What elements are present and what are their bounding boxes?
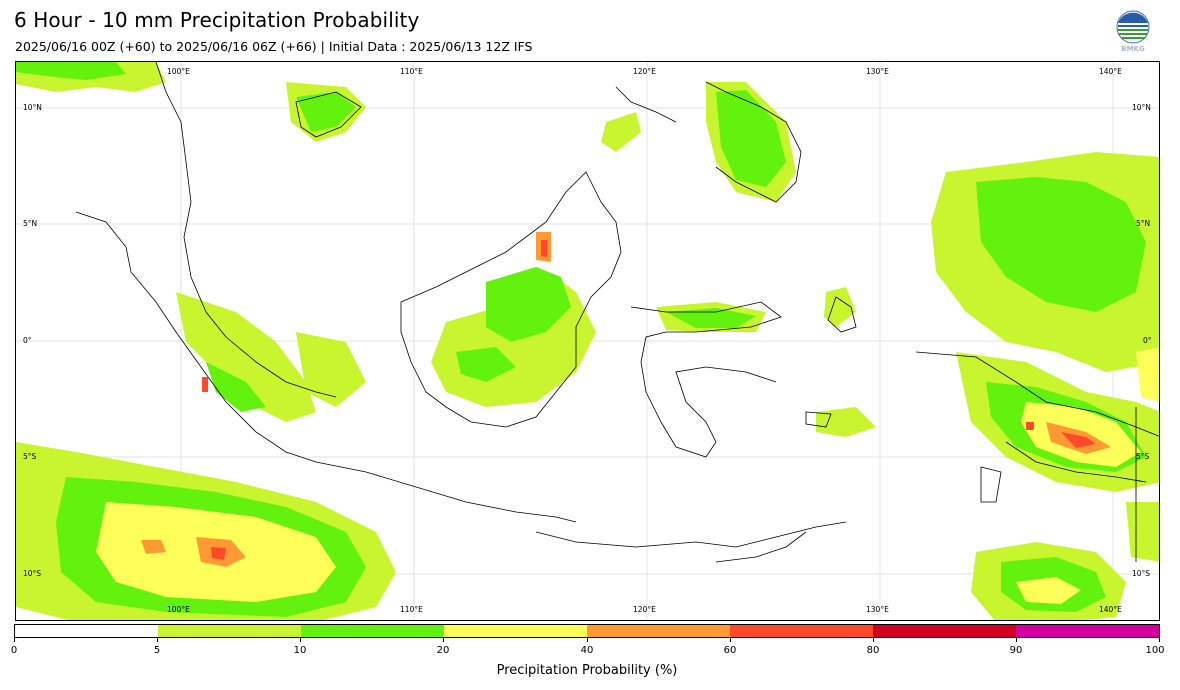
lon-label-top: 130°E: [866, 67, 889, 76]
colorbar-segment: [873, 625, 1016, 637]
lon-label-top: 110°E: [400, 67, 423, 76]
lon-label-bottom: 100°E: [167, 605, 190, 614]
map-panel[interactable]: 100°E 110°E 120°E 130°E 140°E 100°E 110°…: [15, 61, 1160, 621]
lon-label-bottom: 140°E: [1099, 605, 1122, 614]
colorbar-segment: [301, 625, 444, 637]
colorbar-tick: [1016, 638, 1017, 642]
colorbar-segment: [730, 625, 873, 637]
colorbar-tick: [730, 638, 731, 642]
lon-label-top: 100°E: [167, 67, 190, 76]
page-title: 6 Hour - 10 mm Precipitation Probability: [14, 8, 420, 32]
colorbar-tick: [443, 638, 444, 642]
lat-label-right: 5°S: [1136, 452, 1150, 461]
colorbar-segment: [1016, 625, 1159, 637]
colorbar-segment: [15, 625, 158, 637]
bmkg-globe-icon: [1116, 10, 1150, 44]
lon-label-bottom: 120°E: [633, 605, 656, 614]
lat-label-right: 10°S: [1132, 569, 1151, 578]
colorbar-tick-label: 10: [293, 645, 307, 656]
lon-label-top: 120°E: [633, 67, 656, 76]
lat-label-right: 5°N: [1136, 219, 1151, 228]
lat-label-left: 0°: [23, 336, 32, 345]
colorbar-segment: [587, 625, 730, 637]
colorbar-segment: [444, 625, 587, 637]
colorbar-tick: [300, 638, 301, 642]
bmkg-logo: BMKG: [1114, 10, 1152, 56]
colorbar-tick: [1159, 638, 1160, 642]
colorbar-segment: [158, 625, 301, 637]
colorbar-tick-label: 0: [10, 645, 18, 656]
colorbar-tick-label: 40: [580, 645, 594, 656]
coastlines: [75, 62, 1159, 563]
lat-label-left: 5°N: [23, 219, 38, 228]
lon-label-bottom: 110°E: [400, 605, 423, 614]
lat-label-left: 10°S: [23, 569, 42, 578]
colorbar-tick: [14, 638, 15, 642]
prob-60-80-fields: [202, 240, 1096, 560]
colorbar-tick-label: 5: [153, 645, 161, 656]
colorbar-tick-label: 20: [436, 645, 450, 656]
lat-label-left: 5°S: [23, 452, 37, 461]
colorbar-tick-label: 90: [1009, 645, 1023, 656]
colorbar-tick: [587, 638, 588, 642]
bmkg-logo-text: BMKG: [1121, 45, 1145, 53]
colorbar-tick: [873, 638, 874, 642]
lon-label-top: 140°E: [1099, 67, 1122, 76]
colorbar-tick-label: 100: [1145, 645, 1165, 656]
lat-label-right: 10°N: [1132, 103, 1151, 112]
colorbar-tick-label: 80: [866, 645, 880, 656]
precipitation-map: [16, 62, 1159, 620]
colorbar: [14, 624, 1160, 638]
lat-label-left: 10°N: [23, 103, 42, 112]
colorbar-tick-label: 60: [723, 645, 737, 656]
colorbar-tick: [157, 638, 158, 642]
lon-label-bottom: 130°E: [866, 605, 889, 614]
colorbar-label: Precipitation Probability (%): [496, 663, 678, 678]
forecast-period-subtitle: 2025/06/16 00Z (+60) to 2025/06/16 06Z (…: [15, 39, 533, 54]
lat-label-right: 0°: [1143, 336, 1152, 345]
